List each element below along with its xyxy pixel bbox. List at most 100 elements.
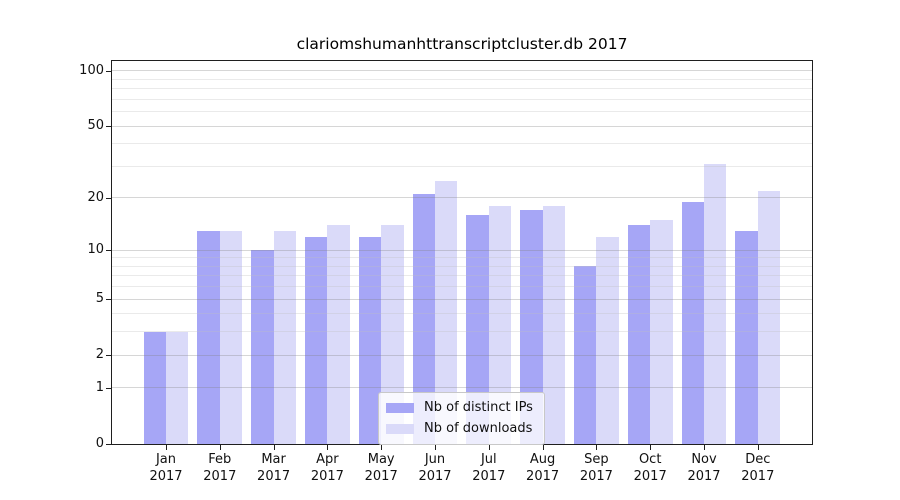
y-tick-label-10: 10 xyxy=(87,242,104,258)
x-tick-label-mar: Mar xyxy=(261,452,286,467)
chart-title: clariomshumanhttranscriptcluster.db 2017 xyxy=(296,35,628,53)
bar-distinct-ips-jan xyxy=(143,331,166,444)
gridline-minor-60 xyxy=(112,111,812,113)
x-tick-label-apr: Apr xyxy=(316,452,339,467)
x-tick-label-sep: Sep xyxy=(584,452,609,467)
x-tick-label-jul: Jul xyxy=(480,452,497,467)
x-tick-year-jun: 2017 xyxy=(418,469,452,484)
gridline-minor-3 xyxy=(112,331,812,333)
x-tick-mark-mar xyxy=(274,445,275,450)
y-tick-label-5: 5 xyxy=(95,291,104,307)
gridline-major-2 xyxy=(112,354,812,356)
gridline-major-20 xyxy=(112,197,812,199)
x-tick-year-apr: 2017 xyxy=(310,469,344,484)
gridline-major-50 xyxy=(112,125,812,127)
x-tick-year-nov: 2017 xyxy=(687,469,721,484)
y-tick-label-0: 0 xyxy=(95,436,104,451)
x-tick-label-aug: Aug xyxy=(529,452,556,467)
bar-distinct-ips-dec xyxy=(735,230,758,444)
bar-distinct-ips-mar xyxy=(251,250,274,444)
bar-distinct-ips-sep xyxy=(574,266,597,444)
gridline-major-1 xyxy=(112,387,812,389)
legend-item-distinct-ips: Nb of distinct IPs xyxy=(386,397,533,418)
gridline-minor-9 xyxy=(112,257,812,259)
bar-distinct-ips-jul xyxy=(466,215,489,444)
gridline-minor-8 xyxy=(112,265,812,267)
x-tick-mark-jul xyxy=(489,445,490,450)
x-tick-label-oct: Oct xyxy=(638,452,662,467)
x-tick-label-feb: Feb xyxy=(208,452,232,467)
gridline-minor-70 xyxy=(112,98,812,100)
bar-distinct-ips-nov xyxy=(681,201,704,444)
gridline-minor-6 xyxy=(112,286,812,288)
x-tick-label-jun: Jun xyxy=(424,452,446,467)
x-tick-year-jan: 2017 xyxy=(149,469,183,484)
x-tick-year-sep: 2017 xyxy=(579,469,613,484)
bar-downloads-dec xyxy=(757,190,781,444)
bar-distinct-ips-aug xyxy=(520,210,543,444)
gridline-minor-7 xyxy=(112,275,812,277)
bar-downloads-jul xyxy=(488,206,512,444)
bar-downloads-nov xyxy=(704,163,727,444)
bar-downloads-aug xyxy=(542,206,565,444)
x-tick-mark-sep xyxy=(596,445,597,450)
bar-distinct-ips-jun xyxy=(412,194,435,444)
y-tick-mark-10 xyxy=(106,250,111,251)
legend-label-downloads: Nb of downloads xyxy=(424,421,533,436)
gridline-major-5 xyxy=(112,298,812,300)
x-tick-mark-nov xyxy=(704,445,705,450)
y-tick-label-20: 20 xyxy=(87,189,104,205)
gridline-minor-30 xyxy=(112,165,812,167)
gridline-major-100 xyxy=(112,70,812,72)
bar-downloads-oct xyxy=(650,219,673,444)
bar-distinct-ips-feb xyxy=(197,230,220,444)
y-tick-label-1: 1 xyxy=(95,379,104,395)
y-tick-mark-1 xyxy=(106,388,111,389)
y-tick-mark-100 xyxy=(106,71,111,72)
gridline-minor-90 xyxy=(112,78,812,80)
bar-downloads-may xyxy=(381,225,404,444)
x-tick-year-mar: 2017 xyxy=(257,469,291,484)
legend-item-downloads: Nb of downloads xyxy=(386,418,533,439)
bar-downloads-jan xyxy=(166,331,189,444)
legend-swatch-distinct-ips xyxy=(386,402,414,413)
y-tick-mark-2 xyxy=(106,355,111,356)
bar-distinct-ips-may xyxy=(358,236,382,444)
x-tick-year-feb: 2017 xyxy=(203,469,237,484)
x-tick-mark-jun xyxy=(435,445,436,450)
x-tick-label-dec: Dec xyxy=(745,452,771,467)
x-tick-mark-oct xyxy=(650,445,651,450)
plot-area: Nb of distinct IPs Nb of downloads xyxy=(111,60,813,445)
x-tick-year-dec: 2017 xyxy=(741,469,775,484)
bar-downloads-jun xyxy=(435,180,458,444)
gridline-minor-80 xyxy=(112,88,812,90)
x-tick-label-nov: Nov xyxy=(691,452,717,467)
y-tick-mark-0 xyxy=(106,444,111,445)
y-tick-label-2: 2 xyxy=(95,347,104,363)
bar-downloads-mar xyxy=(273,230,296,444)
x-tick-mark-may xyxy=(381,445,382,450)
x-tick-year-aug: 2017 xyxy=(526,469,560,484)
legend-label-distinct-ips: Nb of distinct IPs xyxy=(424,400,533,415)
bar-downloads-feb xyxy=(219,230,243,444)
x-tick-mark-aug xyxy=(543,445,544,450)
x-tick-year-oct: 2017 xyxy=(633,469,667,484)
bar-distinct-ips-apr xyxy=(305,236,328,444)
legend-swatch-downloads xyxy=(386,423,414,434)
legend: Nb of distinct IPs Nb of downloads xyxy=(378,392,545,445)
x-tick-mark-feb xyxy=(220,445,221,450)
y-tick-mark-5 xyxy=(106,299,111,300)
bar-downloads-sep xyxy=(596,236,619,444)
bar-downloads-apr xyxy=(327,225,350,444)
x-tick-year-jul: 2017 xyxy=(472,469,506,484)
x-tick-mark-jan xyxy=(166,445,167,450)
y-tick-mark-50 xyxy=(106,126,111,127)
y-tick-mark-20 xyxy=(106,198,111,199)
x-tick-mark-apr xyxy=(327,445,328,450)
gridline-minor-4 xyxy=(112,313,812,315)
x-tick-label-jan: Jan xyxy=(155,452,177,467)
x-tick-year-may: 2017 xyxy=(364,469,398,484)
y-tick-label-50: 50 xyxy=(87,118,104,134)
gridline-minor-40 xyxy=(112,143,812,145)
